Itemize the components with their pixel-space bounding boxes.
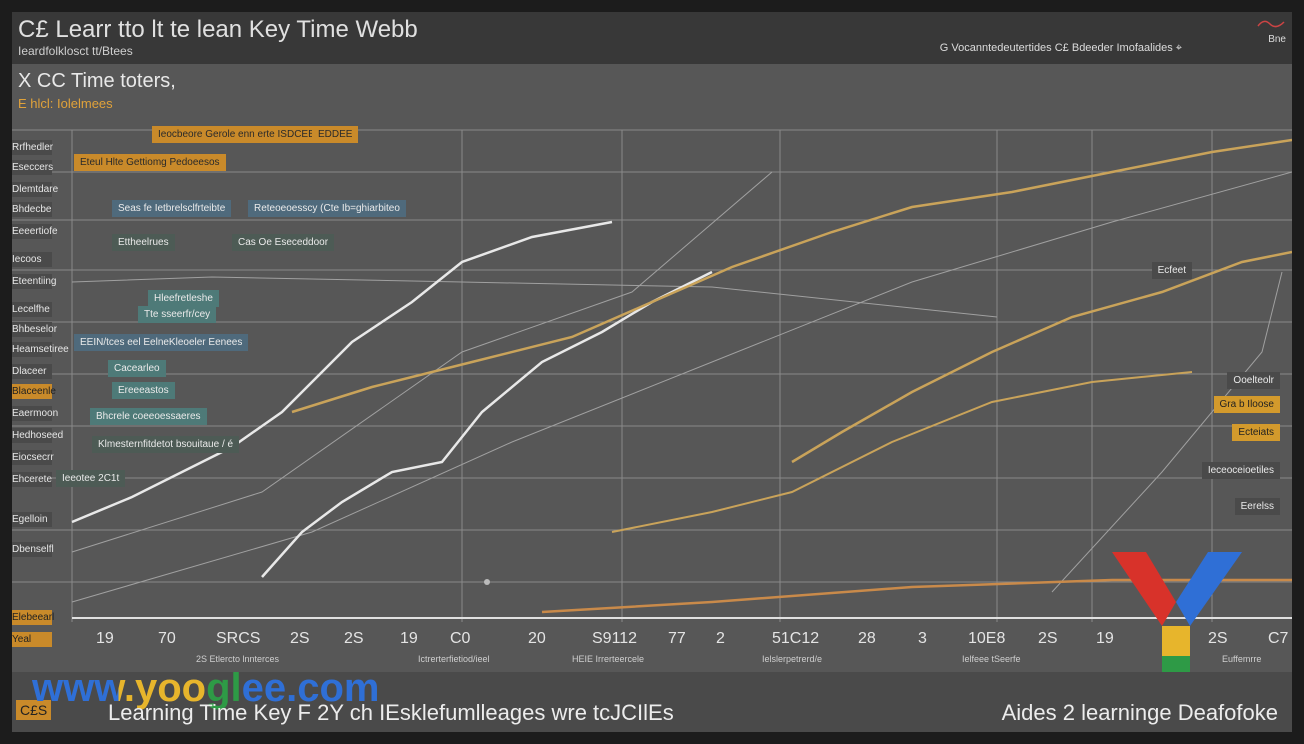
- footer-chip: C£S: [16, 700, 52, 720]
- annotation-tag: Tte sseerfr/cey: [138, 306, 217, 323]
- x-tick: 70: [158, 630, 176, 647]
- x-tick: 10E8: [968, 630, 1006, 647]
- x-tick: C7: [1268, 630, 1289, 647]
- corner-logo: Bne: [1256, 18, 1286, 46]
- x-tick: 20: [528, 630, 546, 647]
- window-title: C£ Learr tto lt te lean Key Time Webb: [18, 16, 418, 43]
- x-tick: 19: [400, 630, 418, 647]
- right-annotation: Ieceoceioetiles: [1201, 462, 1280, 479]
- top-right-menu[interactable]: G Vocanntedeutertides C£ Bdeeder Imofaal…: [939, 42, 1182, 54]
- x-tick: S9112: [592, 630, 638, 647]
- x-sublabel: Ictrerterfietiod/ieel: [418, 654, 490, 664]
- annotation-tag: Ereeeastos: [112, 382, 175, 399]
- y-label: Eaermoon: [12, 406, 59, 421]
- annotation-tag: Cacearleo: [108, 360, 166, 377]
- logo-text: Bne: [1268, 34, 1286, 45]
- watermark-url[interactable]: www.yooglee.com: [32, 666, 379, 711]
- window-subtitle: Ieardfolklosct tt/Btees: [18, 44, 133, 58]
- y-label: Bhbeselor: [12, 322, 58, 337]
- wave-icon: [1257, 20, 1285, 28]
- y-label: Eiocsecrr: [12, 450, 54, 465]
- x-tick: 51C12: [772, 630, 820, 647]
- x-tick: 2S: [1208, 630, 1228, 647]
- x-sublabel: Ielslerpetrerd/e: [762, 654, 823, 664]
- x-tick: 2S: [1038, 630, 1058, 647]
- y-label: Rrfhedler: [12, 140, 54, 155]
- y-logo-icon: [1112, 552, 1242, 676]
- y-label: Iecoos: [12, 252, 52, 267]
- grid-lines: [12, 129, 1292, 622]
- right-annotation: Gra b Iloose: [1213, 396, 1280, 413]
- right-annotation: Ecfeet: [1151, 262, 1192, 279]
- section-subtitle: E hlcl: Iolelmees: [18, 96, 113, 111]
- y-label: Eteentiing: [12, 274, 57, 289]
- x-tick: 2S: [290, 630, 310, 647]
- footer-left-text: Learning Time Key F 2Y ch IEsklefumlleag…: [108, 700, 674, 725]
- annotation-tag: Seas fe Ietbrelsclfrteibte: [112, 200, 232, 217]
- right-annotation: Ooelteolr: [1227, 372, 1280, 389]
- x-tick: 19: [96, 630, 114, 647]
- annotation-tag: Hleefretleshe: [148, 290, 219, 307]
- x-tick: SRCS: [216, 630, 261, 647]
- y-label: Heamsetiree: [12, 342, 69, 357]
- x-axis: 19 70 SRCS 2S 2S 19 C0 20 S9112 77 2 51C…: [72, 630, 1288, 670]
- x-tick: 77: [668, 630, 686, 647]
- annotation-tag: Klmesternfitdetot bsouitaue / é: [92, 436, 240, 453]
- url-text[interactable]: www.yooglee.com: [32, 666, 380, 710]
- x-sublabel: 2S Etlercto lnnterces: [196, 654, 280, 664]
- annotation-tag: Cas Oe Eseceddoor: [232, 234, 335, 251]
- y-label: Lecelfhe: [12, 302, 52, 317]
- right-annotation: Eerelss: [1234, 498, 1280, 515]
- y-label: Ehcerete: [12, 472, 53, 487]
- x-tick: 19: [1096, 630, 1114, 647]
- annotation-tag: Ettheelrues: [112, 234, 175, 251]
- x-sublabel: Euffemrre: [1222, 654, 1262, 664]
- x-sublabel: Ielfeee tSeerfe: [962, 654, 1021, 664]
- footer-right-text: Aides 2 learninge Deafofoke: [1001, 700, 1278, 725]
- y-label: Bhdecbe: [12, 202, 52, 217]
- chart-frame: C£ Learr tto lt te lean Key Time Webb Ie…: [12, 12, 1292, 732]
- annotation-tag: Ieeotee 2C1t: [56, 470, 126, 487]
- x-tick: C0: [450, 630, 471, 647]
- y-label: Yeal: [12, 632, 52, 647]
- section-title: X CC Time toters,: [18, 70, 176, 92]
- right-annotation: Ecteiats: [1232, 424, 1280, 441]
- y-label: Elebeearl: [12, 610, 55, 625]
- annotation-tag: EDDEE: [312, 126, 359, 143]
- y-label: Eeeertiofe: [12, 224, 58, 239]
- y-label: Dlaceer: [12, 364, 52, 379]
- annotation-tag: Eteul Hlte Gettiomg Pedoeesos: [74, 154, 226, 171]
- footer-bar: C£S www.yooglee.com Learning Time Key F …: [12, 666, 1292, 732]
- annotation-tag: Reteoeoesscy (Cte Ib=ghiarbiteo: [248, 200, 406, 217]
- y-label: Egelloin: [12, 512, 52, 527]
- x-sublabel: HEIE Irrerteercele: [572, 654, 645, 664]
- annotation-tag: Bhcrele coeeoessaeres: [90, 408, 207, 425]
- top-bar: C£ Learr tto lt te lean Key Time Webb Ie…: [12, 12, 1292, 64]
- x-tick: 28: [858, 630, 876, 647]
- x-tick: 2: [716, 630, 725, 647]
- y-label: Hedhoseed: [12, 428, 64, 443]
- x-tick: 3: [918, 630, 927, 647]
- y-label: Eseccers: [12, 160, 54, 175]
- y-label: Dbenselfl: [12, 542, 54, 557]
- annotation-tag: Ieocbeore Gerole enn erte ISDCEB: [152, 126, 321, 143]
- annotation-tag: EEIN/tces eel EelneKleoeler Eenees: [74, 334, 249, 351]
- y-label: Blaceenle: [12, 384, 56, 399]
- x-tick: 2S: [344, 630, 364, 647]
- y-label: Dlemtdare: [12, 182, 59, 197]
- chart-plot-area: [12, 129, 1292, 622]
